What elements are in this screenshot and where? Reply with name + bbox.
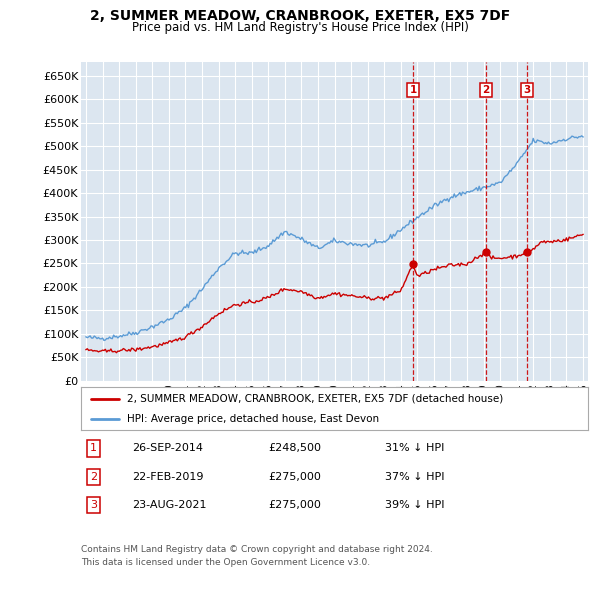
Text: 2: 2 <box>482 85 490 95</box>
Text: 23-AUG-2021: 23-AUG-2021 <box>132 500 206 510</box>
Text: 3: 3 <box>90 500 97 510</box>
Text: £275,000: £275,000 <box>269 500 322 510</box>
Text: 2: 2 <box>90 472 97 481</box>
Text: 37% ↓ HPI: 37% ↓ HPI <box>385 472 445 481</box>
Text: 2, SUMMER MEADOW, CRANBROOK, EXETER, EX5 7DF (detached house): 2, SUMMER MEADOW, CRANBROOK, EXETER, EX5… <box>127 394 503 404</box>
Text: 22-FEB-2019: 22-FEB-2019 <box>132 472 203 481</box>
Text: 1: 1 <box>409 85 416 95</box>
Text: £275,000: £275,000 <box>269 472 322 481</box>
Text: HPI: Average price, detached house, East Devon: HPI: Average price, detached house, East… <box>127 414 379 424</box>
Text: £248,500: £248,500 <box>269 444 322 453</box>
Text: Contains HM Land Registry data © Crown copyright and database right 2024.: Contains HM Land Registry data © Crown c… <box>81 545 433 553</box>
Text: 26-SEP-2014: 26-SEP-2014 <box>132 444 203 453</box>
Text: This data is licensed under the Open Government Licence v3.0.: This data is licensed under the Open Gov… <box>81 558 370 566</box>
Text: 3: 3 <box>524 85 531 95</box>
Text: 39% ↓ HPI: 39% ↓ HPI <box>385 500 445 510</box>
Text: Price paid vs. HM Land Registry's House Price Index (HPI): Price paid vs. HM Land Registry's House … <box>131 21 469 34</box>
Text: 2, SUMMER MEADOW, CRANBROOK, EXETER, EX5 7DF: 2, SUMMER MEADOW, CRANBROOK, EXETER, EX5… <box>90 9 510 23</box>
Text: 31% ↓ HPI: 31% ↓ HPI <box>385 444 445 453</box>
Text: 1: 1 <box>90 444 97 453</box>
